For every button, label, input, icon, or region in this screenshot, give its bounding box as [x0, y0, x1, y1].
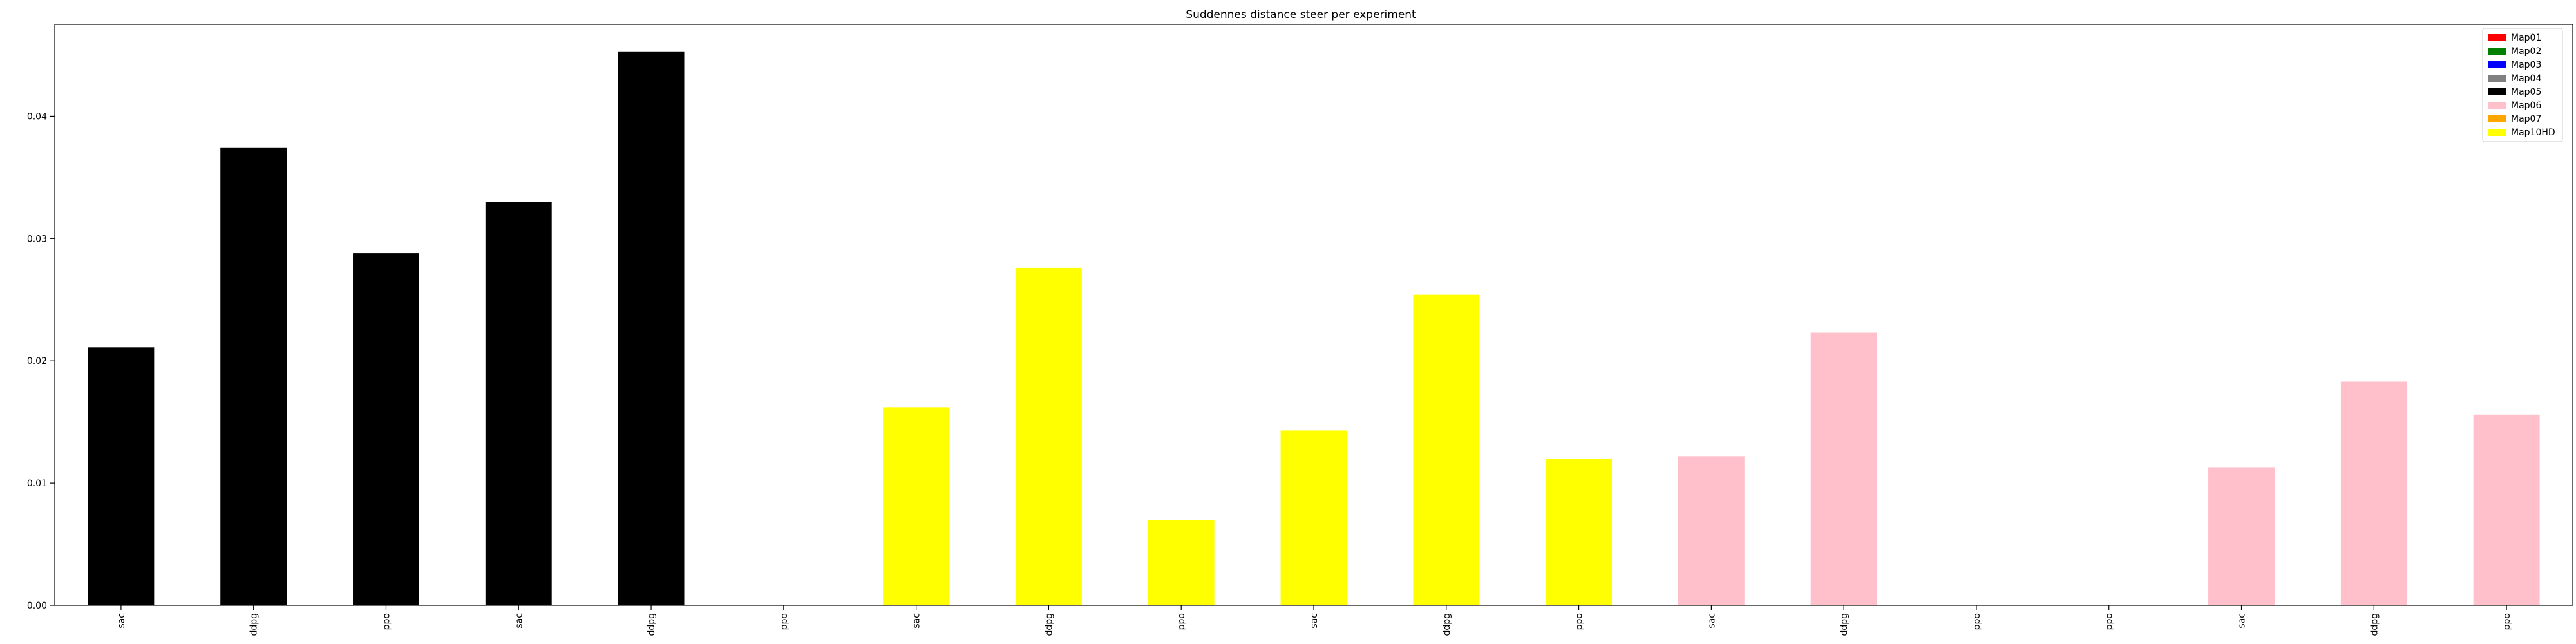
bar: [1546, 459, 1613, 605]
x-tick-label: ddpg: [1839, 613, 1850, 636]
legend-swatch: [2488, 102, 2506, 109]
x-tick-label: sac: [2237, 613, 2248, 629]
x-tick-label: ddpg: [2369, 613, 2380, 636]
bar: [1678, 456, 1745, 605]
x-tick-label: sac: [1707, 613, 1717, 629]
legend-swatch: [2488, 115, 2506, 122]
legend-frame: [2482, 28, 2563, 142]
legend-swatch: [2488, 88, 2506, 95]
bar: [353, 253, 419, 605]
y-tick-label: 0.03: [27, 234, 47, 244]
legend-label: Map03: [2511, 60, 2541, 70]
bar: [883, 407, 950, 605]
bar: [1810, 332, 1877, 605]
bar: [1148, 520, 1215, 605]
legend-label: Map05: [2511, 87, 2541, 97]
legend-swatch: [2488, 61, 2506, 68]
x-tick-label: sac: [912, 613, 922, 629]
legend-label: Map10HD: [2511, 128, 2555, 138]
x-tick-label: sac: [117, 613, 127, 629]
x-tick-label: ddpg: [647, 613, 657, 636]
y-axis: 0.00 0.01 0.02 0.03 0.04: [27, 111, 55, 611]
x-tick-label: ddpg: [1442, 613, 1452, 636]
y-tick-label: 0.02: [27, 356, 47, 366]
x-tick-label: ddpg: [1044, 613, 1054, 636]
bars: [88, 51, 2540, 606]
legend-label: Map02: [2511, 46, 2541, 57]
x-tick-label: ppo: [779, 613, 790, 630]
x-tick-label: ppo: [2502, 613, 2512, 630]
y-tick-label: 0.00: [27, 601, 47, 611]
x-tick-label: ppo: [1177, 613, 1187, 630]
legend-swatch: [2488, 48, 2506, 55]
legend-swatch: [2488, 34, 2506, 41]
legend-label: Map01: [2511, 33, 2541, 43]
legend-swatch: [2488, 129, 2506, 136]
bar: [2208, 467, 2275, 605]
x-tick-label: ppo: [2105, 613, 2115, 630]
legend-swatch: [2488, 75, 2506, 82]
x-tick-label: ppo: [381, 613, 392, 630]
x-tick-label: sac: [1309, 613, 1320, 629]
bar: [618, 51, 685, 605]
x-tick-label: ppo: [1972, 613, 1982, 630]
bar: [2473, 414, 2540, 605]
legend-label: Map06: [2511, 100, 2541, 111]
x-tick-label: sac: [514, 613, 524, 629]
chart-title: Suddennes distance steer per experiment: [1186, 8, 1416, 21]
y-tick-label: 0.01: [27, 478, 47, 489]
bar: [485, 202, 552, 605]
legend-label: Map04: [2511, 73, 2541, 84]
y-tick-label: 0.04: [27, 111, 47, 122]
bar: [1413, 294, 1480, 605]
bar: [88, 347, 155, 605]
bar: [1015, 267, 1082, 606]
bar: [220, 147, 287, 605]
x-tick-label: ppo: [1575, 613, 1585, 630]
x-tick-label: ddpg: [249, 613, 260, 636]
legend: Map01 Map02 Map03 Map04 Map05 Map06 Map07 Map10…: [2482, 28, 2563, 142]
legend-label: Map07: [2511, 114, 2541, 124]
x-axis: sac ddpg ppo sac ddpg ppo sac ddpg ppo sac ddpg ppo…: [117, 605, 2512, 636]
bar: [2340, 381, 2407, 605]
bar: [1280, 430, 1347, 605]
